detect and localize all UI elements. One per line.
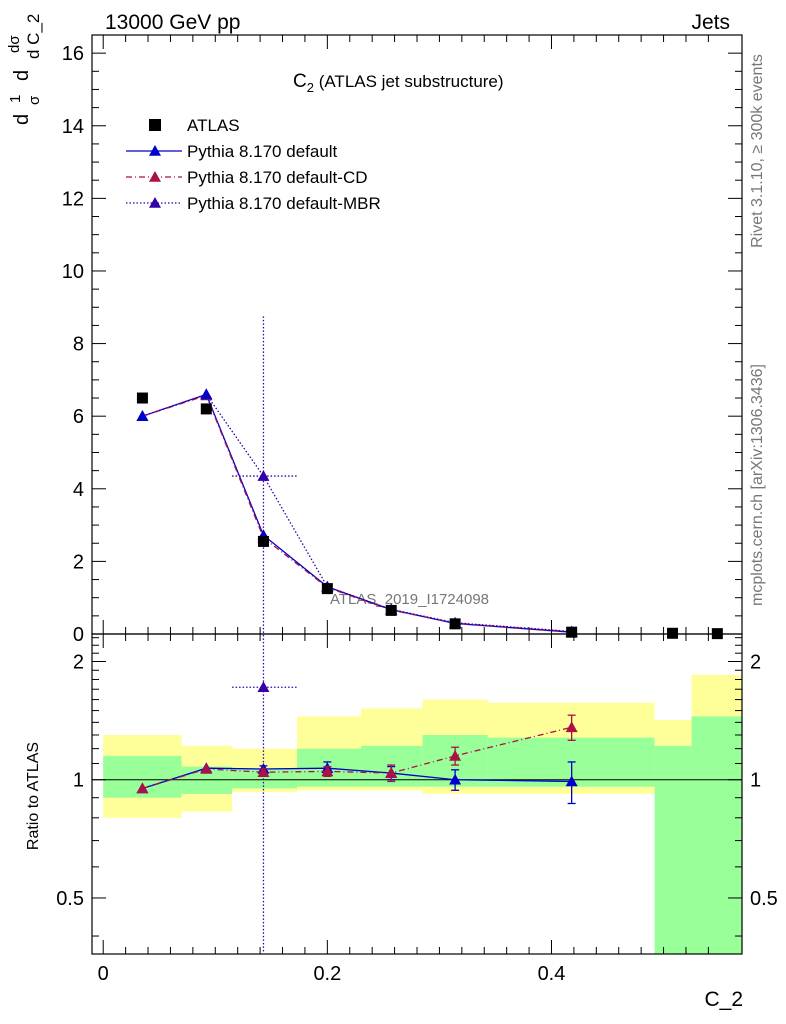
atlas-data-point xyxy=(257,535,269,547)
atlas-data-point xyxy=(667,627,679,639)
main-ytick-label: 2 xyxy=(73,551,84,573)
ratio-series-marker xyxy=(200,762,213,774)
ratio-series-marker xyxy=(565,721,578,733)
green-band-7 xyxy=(654,745,692,954)
main-ytick-label: 12 xyxy=(62,188,84,210)
main-plot-series xyxy=(136,316,723,954)
ratio-series-marker xyxy=(449,749,462,761)
ratio-y-label: Ratio to ATLAS xyxy=(25,742,42,850)
xtick-label: 0 xyxy=(98,963,109,985)
main-ytick-label: 0 xyxy=(73,624,84,646)
legend-marker-2 xyxy=(149,171,161,182)
green-band-8 xyxy=(691,716,742,954)
xtick-label: 0.4 xyxy=(538,963,566,985)
svg-text:σ: σ xyxy=(26,95,43,105)
atlas-data-point xyxy=(566,626,578,638)
ratio-bands xyxy=(103,674,742,954)
legend-label-1: Pythia 8.170 default xyxy=(187,142,338,161)
ratio-series-marker xyxy=(449,773,462,785)
legend-marker-1 xyxy=(149,145,161,156)
legend-label-2: Pythia 8.170 default-CD xyxy=(187,168,368,187)
legend: ATLAS Pythia 8.170 default Pythia 8.170 de… xyxy=(126,116,381,213)
main-series-marker xyxy=(136,410,149,421)
process-label: Jets xyxy=(691,11,730,34)
atlas-data-point xyxy=(711,628,723,640)
atlas-data-point xyxy=(449,618,461,630)
ratio-ytick-label: 0.5 xyxy=(56,888,84,910)
main-ytick-label: 16 xyxy=(62,43,84,65)
ratio-ytick-label: 2 xyxy=(73,652,84,674)
mcplots-label: mcplots.cern.ch [arXiv:1306.3436] xyxy=(749,364,766,606)
svg-text:dσ: dσ xyxy=(6,35,23,53)
svg-text:d: d xyxy=(11,70,33,81)
legend-marker-3 xyxy=(149,197,161,208)
analysis-watermark: ATLAS_2019_I1724098 xyxy=(330,591,489,608)
legend-label-3: Pythia 8.170 default-MBR xyxy=(187,194,381,213)
svg-text:1: 1 xyxy=(7,95,24,103)
ratio-series-marker xyxy=(257,681,270,693)
svg-text:d: d xyxy=(11,114,33,125)
rivet-label: Rivet 3.1.10, ≥ 300k events xyxy=(749,54,766,248)
legend-label-0: ATLAS xyxy=(187,116,240,135)
main-ytick-label: 6 xyxy=(73,406,84,428)
main-ytick-label: 10 xyxy=(62,261,84,283)
main-ytick-label: 14 xyxy=(62,116,84,138)
svg-text:d C_2: d C_2 xyxy=(24,14,43,59)
x-axis-label: C_2 xyxy=(704,988,743,1011)
ratio-ytick-label-right: 2 xyxy=(750,652,761,674)
atlas-data-point xyxy=(136,392,148,404)
ratio-series-marker xyxy=(257,766,270,778)
ratio-ytick-label-right: 0.5 xyxy=(750,888,778,910)
atlas-data-point xyxy=(200,403,212,415)
ratio-series-marker xyxy=(136,782,149,794)
ratio-ytick-label-right: 1 xyxy=(750,770,761,792)
xtick-label: 0.2 xyxy=(313,963,341,985)
atlas-data-point xyxy=(321,583,333,595)
energy-label: 13000 GeV pp xyxy=(105,11,240,34)
ratio-ytick-label: 1 xyxy=(73,770,84,792)
main-ytick-label: 4 xyxy=(73,479,84,501)
main-ytick-label: 8 xyxy=(73,334,84,356)
atlas-data-point xyxy=(385,604,397,616)
y-axis-label: d 1 σ d dσ d C_2 xyxy=(6,14,43,125)
ratio-series-marker xyxy=(565,775,578,787)
plot-title: C2 (ATLAS jet substructure) xyxy=(293,71,504,95)
main-series-marker xyxy=(257,470,270,481)
ratio-plot-series xyxy=(136,681,578,805)
ratio-series-marker xyxy=(321,765,334,777)
legend-marker-atlas xyxy=(149,119,161,131)
main-series-marker xyxy=(200,388,213,400)
green-band-2 xyxy=(232,768,298,789)
ratio-series-marker xyxy=(385,767,398,778)
